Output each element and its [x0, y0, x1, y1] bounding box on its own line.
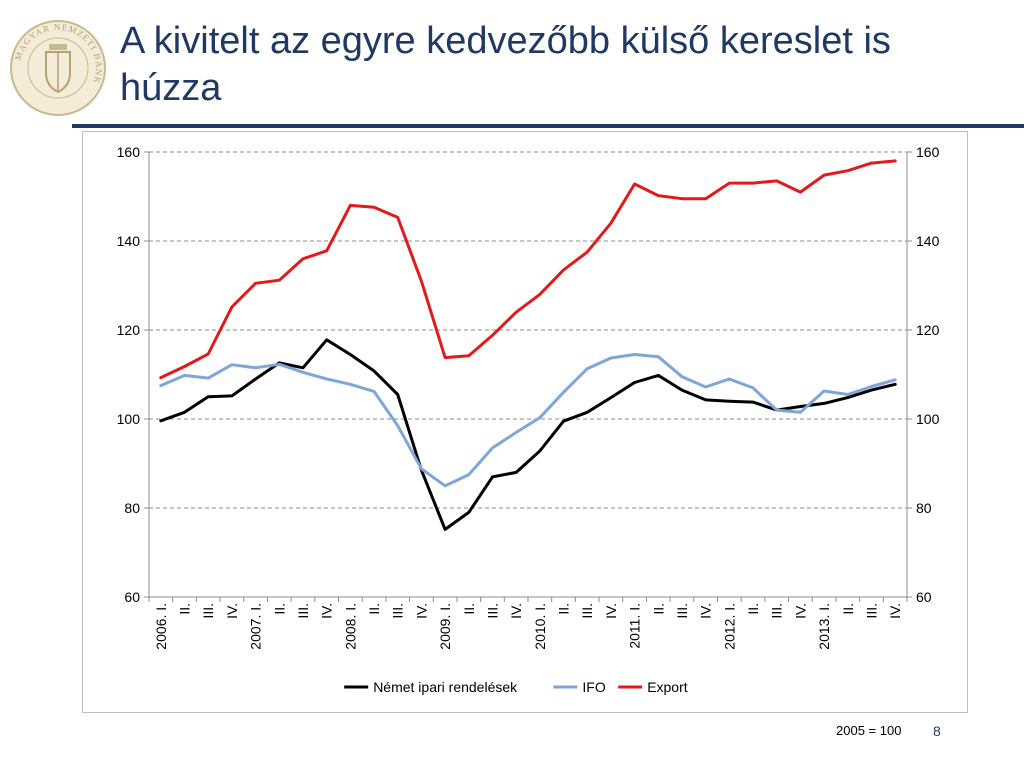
- chart-frame: 60 60 80 80 100 100 120 120 140 140 160 160 2006. I.…: [82, 131, 968, 713]
- x-tick-label: 2010. I.: [532, 603, 548, 650]
- x-tick-label: III.: [863, 603, 879, 619]
- y2-tick-label: 80: [916, 500, 932, 516]
- series-line-ifo: [159, 353, 897, 488]
- x-tick-label: IV.: [887, 603, 903, 619]
- x-tick-label: III.: [295, 603, 311, 619]
- x-tick-label: IV.: [698, 603, 714, 619]
- series-line-n-met-ipari-rendel-sek: [159, 338, 897, 531]
- x-tick-label: IV.: [319, 603, 335, 619]
- title-divider: [72, 124, 1024, 128]
- x-tick-label: IV.: [792, 603, 808, 619]
- x-tick-label: 2006. I.: [153, 603, 169, 650]
- x-tick-label: IV.: [603, 603, 619, 619]
- x-tick-label: II.: [177, 603, 193, 615]
- series-line-export: [159, 159, 897, 380]
- y-tick-label: 140: [117, 233, 141, 249]
- y-tick-label: 80: [124, 500, 140, 516]
- x-tick-label: II.: [366, 603, 382, 615]
- page-title: A kivitelt az egyre kedvezőbb külső kere…: [120, 20, 891, 109]
- x-tick-label: 2012. I.: [721, 603, 737, 650]
- x-tick-label: II.: [650, 603, 666, 615]
- y2-tick-label: 160: [916, 144, 940, 160]
- legend-label: IFO: [582, 679, 605, 695]
- x-tick-label: III.: [390, 603, 406, 619]
- base-note: 2005 = 100: [836, 723, 902, 738]
- y-tick-label: 100: [117, 411, 141, 427]
- x-tick-label: III.: [769, 603, 785, 619]
- x-tick-label: IV.: [508, 603, 524, 619]
- x-tick-label: 2011. I.: [627, 603, 643, 649]
- x-tick-label: 2008. I.: [342, 603, 358, 650]
- y2-tick-label: 140: [916, 233, 940, 249]
- x-tick-label: 2013. I.: [816, 603, 832, 650]
- x-tick-label: II.: [461, 603, 477, 615]
- x-tick-label: IV.: [413, 603, 429, 619]
- legend-label: Export: [647, 679, 688, 695]
- x-tick-label: II.: [745, 603, 761, 615]
- x-tick-label: II.: [840, 603, 856, 615]
- y-tick-label: 60: [124, 589, 140, 605]
- x-tick-label: 2007. I.: [248, 603, 264, 650]
- mnb-logo: MAGYAR NEMZETI BANK: [10, 20, 106, 116]
- y2-tick-label: 100: [916, 411, 940, 427]
- page-number: 8: [933, 723, 941, 739]
- x-tick-label: III.: [579, 603, 595, 619]
- y-tick-label: 160: [117, 144, 141, 160]
- x-tick-label: II.: [556, 603, 572, 615]
- y-tick-label: 120: [117, 322, 141, 338]
- x-tick-label: III.: [674, 603, 690, 619]
- x-tick-label: II.: [271, 603, 287, 615]
- x-tick-label: 2009. I.: [437, 603, 453, 650]
- line-chart: 60 60 80 80 100 100 120 120 140 140 160 160 2006. I.…: [117, 144, 940, 695]
- x-tick-label: III.: [200, 603, 216, 619]
- x-tick-label: IV.: [224, 603, 240, 619]
- legend-label: Német ipari rendelések: [373, 679, 518, 695]
- x-tick-label: III.: [484, 603, 500, 619]
- y2-tick-label: 120: [916, 322, 940, 338]
- y2-tick-label: 60: [916, 589, 932, 605]
